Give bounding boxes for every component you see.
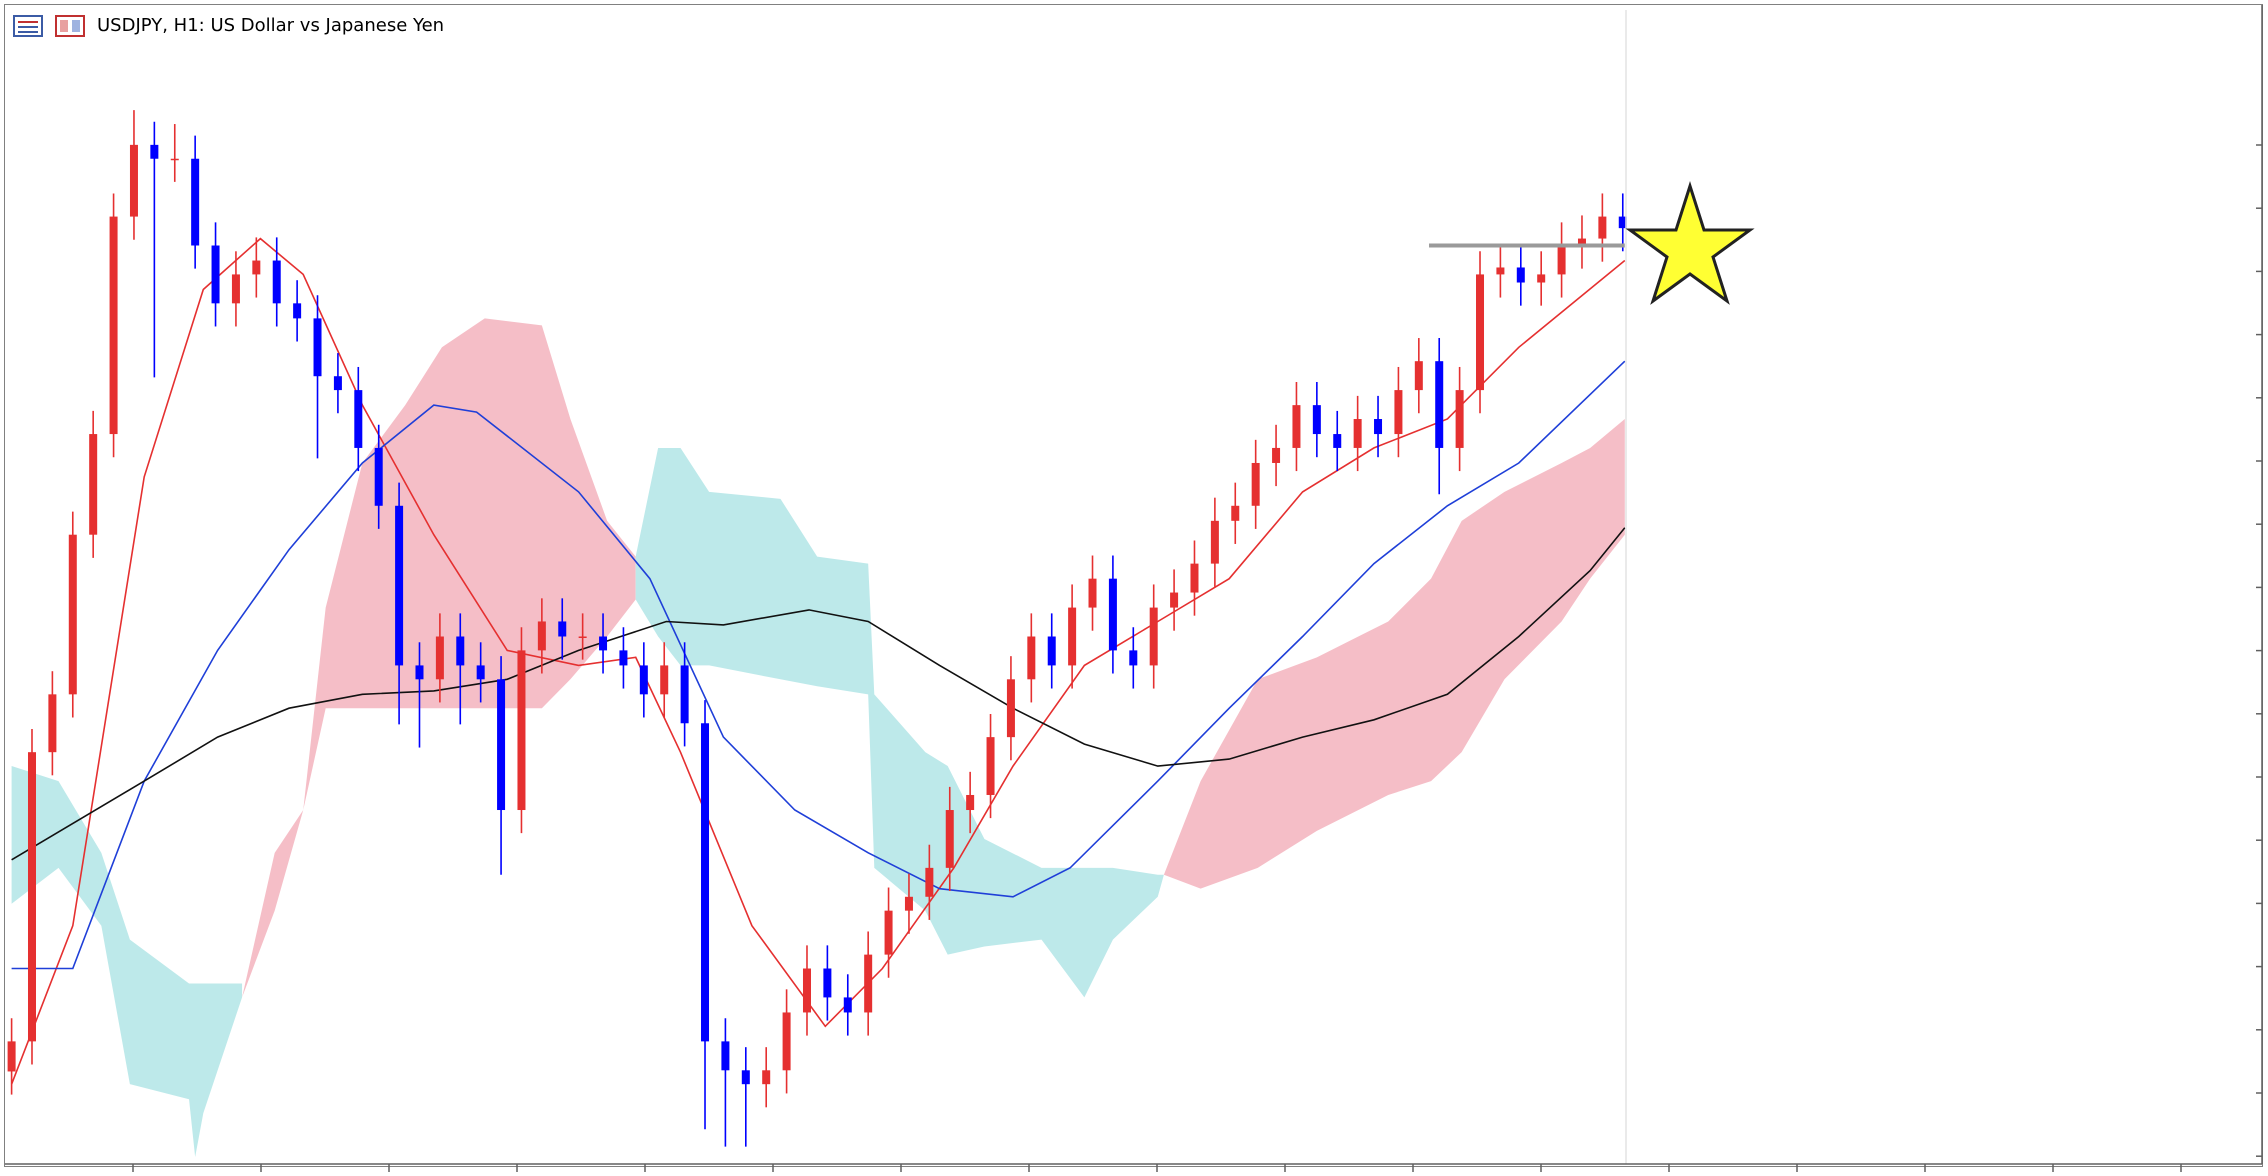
candle-body	[1047, 636, 1056, 666]
candle-body	[1455, 390, 1464, 448]
candle-body	[864, 954, 873, 1013]
moving-average	[11, 527, 1626, 861]
candle-body	[1577, 238, 1586, 246]
candle-body	[1292, 405, 1301, 448]
candle-body	[1312, 405, 1321, 435]
candle-body	[619, 650, 628, 666]
candle-body	[741, 1070, 750, 1085]
candle-body	[1557, 245, 1566, 275]
chart-title: USDJPY, H1: US Dollar vs Japanese Yen	[97, 15, 444, 36]
candle-body	[1006, 679, 1015, 738]
candle-body	[211, 245, 220, 304]
candle-body	[578, 636, 587, 638]
candle-body	[150, 144, 159, 159]
candle-body	[476, 665, 485, 680]
candle-body	[884, 910, 893, 955]
candle-body	[1190, 563, 1199, 593]
candle-body	[1027, 636, 1036, 680]
icon-bar	[72, 20, 80, 32]
candle-body	[48, 694, 57, 753]
candle-body	[170, 158, 179, 161]
moving-average	[10, 237, 1626, 1085]
candle-body	[1149, 607, 1158, 666]
candle-body	[68, 534, 77, 695]
candle-body	[1496, 267, 1505, 275]
candle-body	[517, 650, 526, 811]
candle-body	[639, 665, 648, 695]
candle-body	[1068, 607, 1077, 666]
candle-body	[762, 1070, 771, 1085]
candle-body	[537, 621, 546, 651]
candle-body	[823, 968, 832, 998]
chart-icons	[13, 15, 85, 37]
candle-body	[660, 665, 669, 695]
ichimoku-cloud	[11, 766, 243, 1158]
icon-bar	[60, 20, 68, 32]
candle-body	[1108, 578, 1117, 651]
candle-body	[558, 621, 567, 637]
candle-body	[374, 447, 383, 506]
candle-body	[27, 752, 36, 1042]
candle-body	[415, 665, 424, 680]
candle-body	[395, 505, 404, 666]
candle-body	[129, 144, 138, 217]
candle-body	[1231, 505, 1240, 521]
candle-body	[986, 737, 995, 795]
candle-body	[782, 1012, 791, 1071]
candle-body	[497, 679, 506, 811]
candle-body	[1210, 520, 1219, 564]
candle-body	[272, 260, 281, 304]
candle-body	[599, 636, 608, 651]
candle-body	[1333, 434, 1342, 448]
candle-body	[1353, 419, 1362, 448]
candle-body	[354, 390, 363, 448]
candle-body	[1435, 361, 1444, 448]
candle-body	[313, 318, 322, 377]
candle-body	[1537, 274, 1546, 283]
candle-body	[1516, 267, 1525, 283]
moving-average	[11, 360, 1626, 970]
candle-body	[191, 158, 200, 246]
ichimoku-cloud	[635, 447, 1164, 998]
candle-body	[925, 867, 934, 897]
candle-body	[1618, 216, 1627, 229]
candle-body	[1394, 390, 1403, 435]
candle-body	[802, 968, 811, 1013]
candle-body	[1170, 592, 1179, 608]
candle-body	[333, 376, 342, 391]
star-object	[1625, 181, 1755, 305]
axis-ticks	[132, 144, 2262, 1172]
candle-body	[293, 303, 302, 319]
candle-body	[904, 896, 913, 911]
candle-body	[721, 1041, 730, 1071]
candle-body	[1414, 361, 1423, 391]
candle-body	[456, 636, 465, 666]
candle-body	[1088, 578, 1097, 608]
ichimoku-cloud	[1163, 419, 1625, 889]
candle-body	[252, 260, 261, 275]
candle-body	[701, 723, 710, 1042]
candle-body	[89, 434, 98, 535]
candle-body	[1598, 216, 1607, 239]
candle-body	[1476, 274, 1485, 391]
plot-area	[7, 110, 1627, 1158]
candle-body	[231, 274, 240, 304]
candle-body	[7, 1041, 16, 1072]
candle-body	[1251, 462, 1260, 506]
candle-body	[435, 636, 444, 680]
candle-body	[1129, 650, 1138, 666]
candle-body	[1374, 419, 1383, 435]
candle-body	[1272, 447, 1281, 463]
candle-body	[945, 810, 954, 868]
candle-body	[109, 216, 118, 435]
candle-body	[680, 665, 689, 724]
candle-body	[966, 794, 975, 811]
candle-body	[843, 997, 852, 1013]
